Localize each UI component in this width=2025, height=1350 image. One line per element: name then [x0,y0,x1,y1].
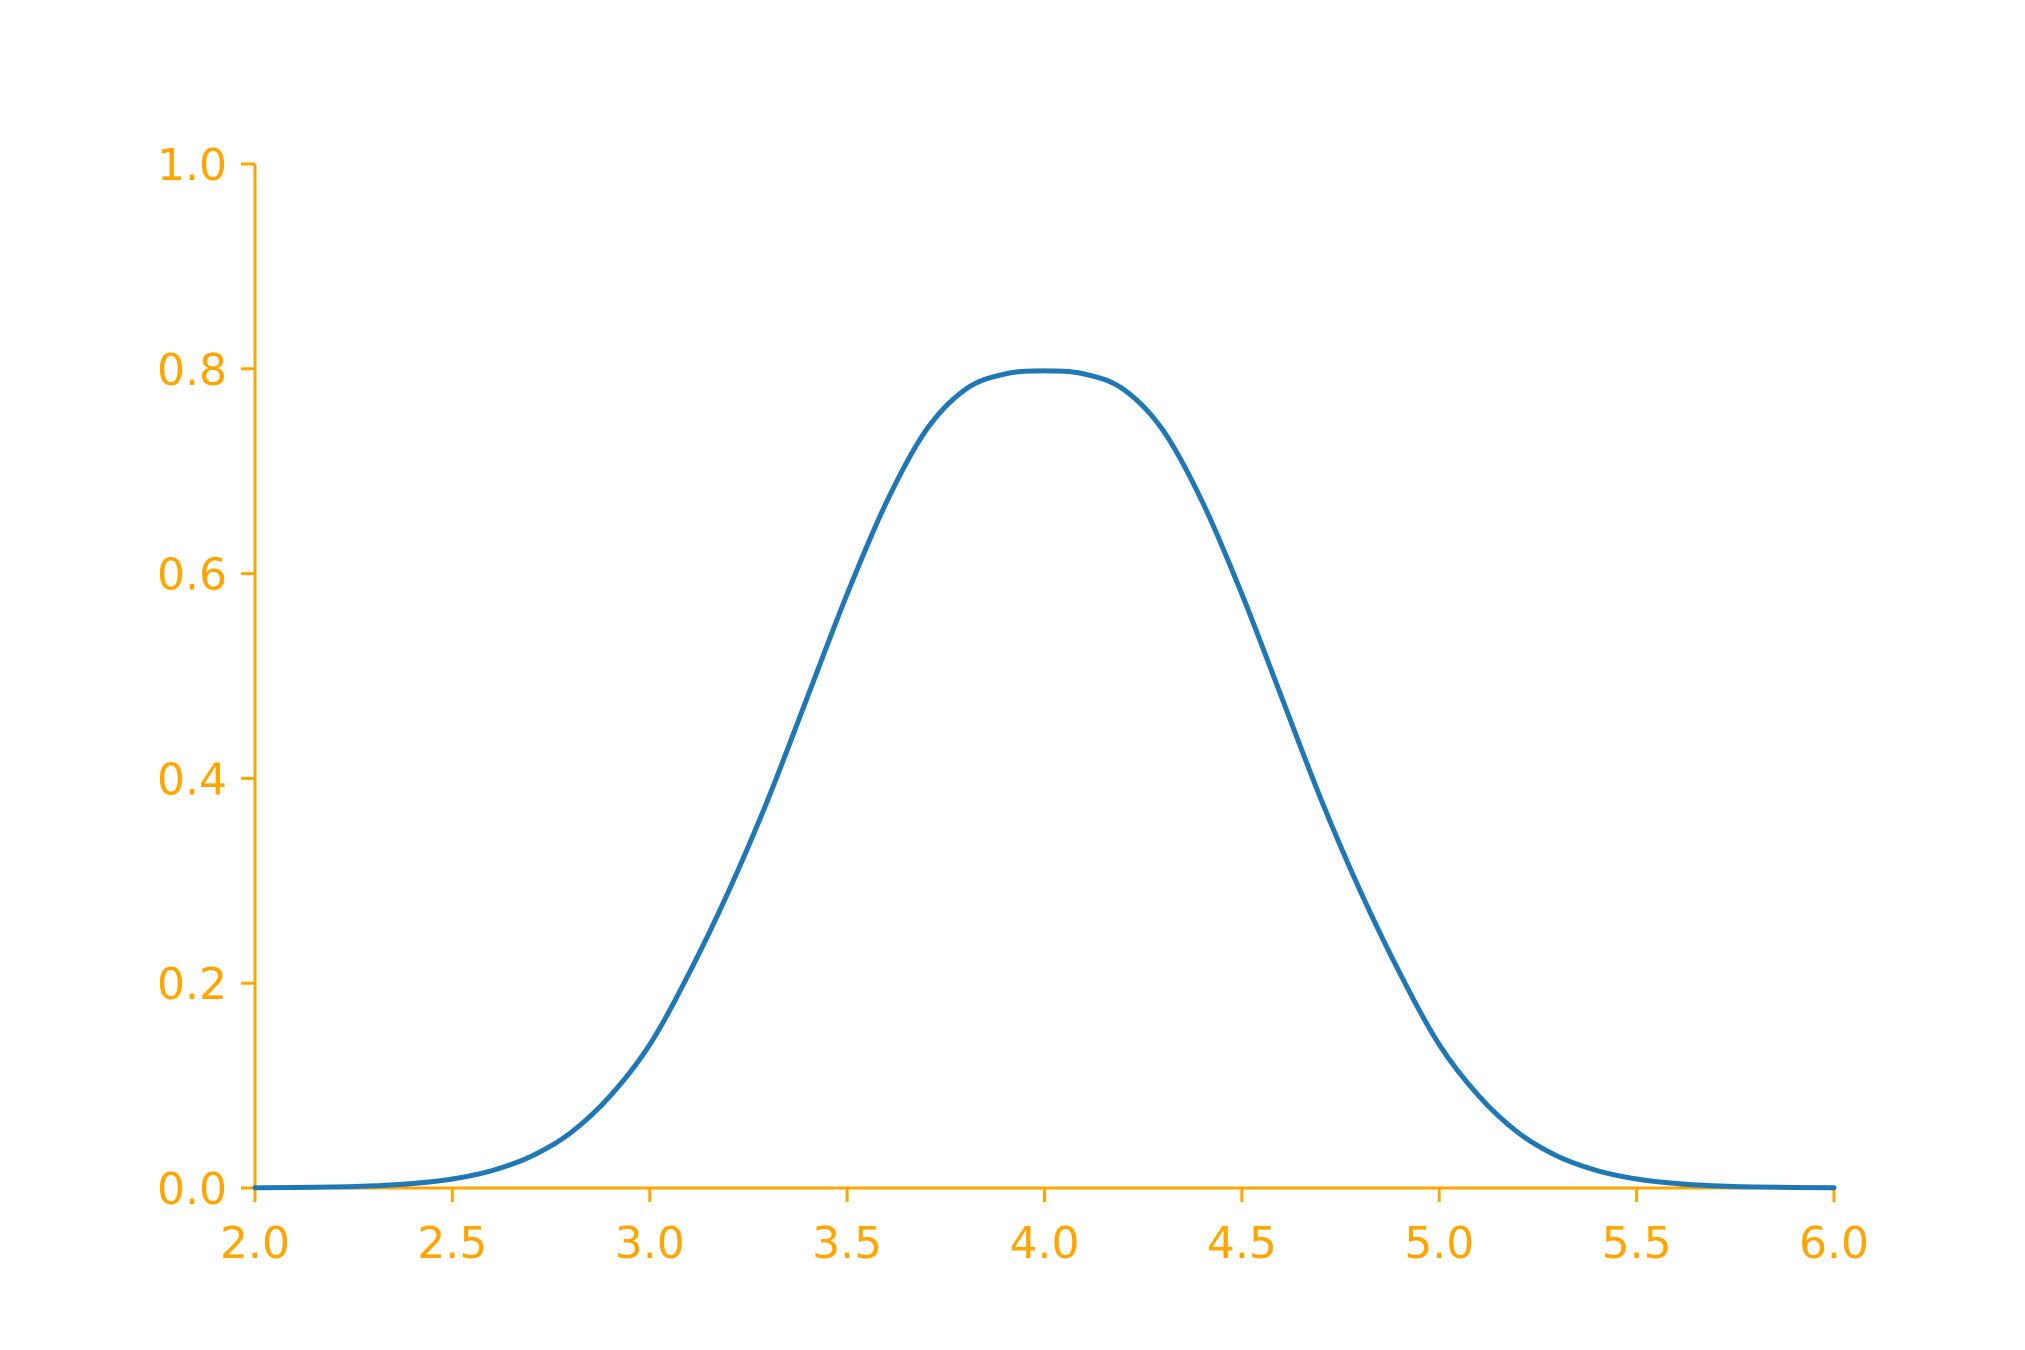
x-tick-label: 3.5 [812,1218,882,1269]
axes: 2.0 2.5 3.0 3.5 4.0 4.5 5.0 5.5 6.0 0.0 0.2 0.4 0.6 0… [157,140,1869,1269]
x-tick-label: 3.0 [615,1218,685,1269]
y-tick-label: 0.0 [157,1164,227,1215]
series-layer [252,368,1837,1191]
y-tick-label: 0.4 [157,754,227,805]
x-tick-label: 5.0 [1404,1218,1474,1269]
y-tick-label: 0.2 [157,959,227,1010]
x-tick-label: 2.5 [417,1218,487,1269]
x-tick-label: 5.5 [1602,1218,1672,1269]
y-tick-label: 0.8 [157,345,227,396]
x-tick-label: 4.5 [1207,1218,1277,1269]
x-tick-label: 4.0 [1010,1218,1080,1269]
x-tick-label: 6.0 [1799,1218,1869,1269]
series-line-0 [252,368,1837,1191]
y-tick-label: 1.0 [157,140,227,191]
y-tick-label: 0.6 [157,550,227,601]
x-tick-label: 2.0 [220,1218,290,1269]
